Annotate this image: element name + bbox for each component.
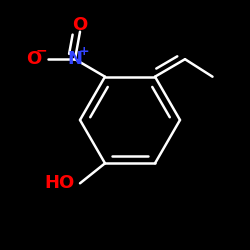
Text: O: O: [26, 50, 41, 68]
Text: O: O: [72, 16, 88, 34]
Text: +: +: [78, 45, 89, 58]
Text: HO: HO: [45, 174, 75, 192]
Text: −: −: [36, 44, 47, 58]
Text: N: N: [68, 50, 82, 68]
